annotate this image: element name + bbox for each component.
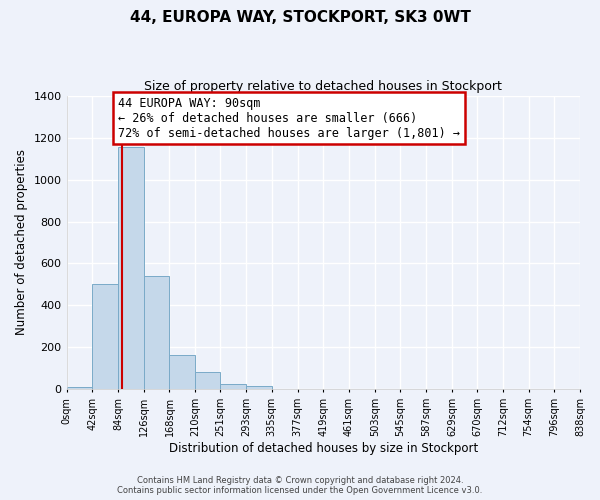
- Y-axis label: Number of detached properties: Number of detached properties: [15, 150, 28, 336]
- Text: Contains HM Land Registry data © Crown copyright and database right 2024.
Contai: Contains HM Land Registry data © Crown c…: [118, 476, 482, 495]
- Text: 44 EUROPA WAY: 90sqm
← 26% of detached houses are smaller (666)
72% of semi-deta: 44 EUROPA WAY: 90sqm ← 26% of detached h…: [118, 96, 460, 140]
- X-axis label: Distribution of detached houses by size in Stockport: Distribution of detached houses by size …: [169, 442, 478, 455]
- Title: Size of property relative to detached houses in Stockport: Size of property relative to detached ho…: [145, 80, 502, 93]
- Bar: [67, 388, 92, 390]
- Bar: [220, 384, 246, 390]
- Bar: [169, 355, 195, 390]
- Bar: [144, 276, 169, 390]
- Bar: [118, 147, 144, 390]
- Bar: [195, 372, 220, 390]
- Bar: [246, 386, 272, 390]
- Text: 44, EUROPA WAY, STOCKPORT, SK3 0WT: 44, EUROPA WAY, STOCKPORT, SK3 0WT: [130, 10, 470, 25]
- Bar: [92, 284, 118, 390]
